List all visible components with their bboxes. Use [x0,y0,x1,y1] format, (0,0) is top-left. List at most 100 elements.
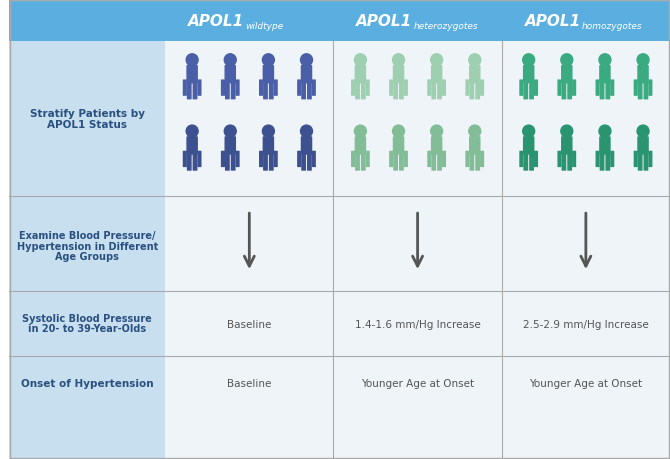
FancyBboxPatch shape [557,151,561,168]
FancyBboxPatch shape [466,80,470,96]
Text: APOL1: APOL1 [356,13,413,28]
FancyBboxPatch shape [198,151,202,168]
FancyBboxPatch shape [404,80,408,96]
FancyBboxPatch shape [596,80,600,96]
FancyBboxPatch shape [567,154,572,171]
FancyBboxPatch shape [361,154,366,171]
FancyBboxPatch shape [230,83,236,100]
FancyBboxPatch shape [475,83,480,100]
Circle shape [263,126,274,138]
FancyBboxPatch shape [225,83,230,100]
FancyBboxPatch shape [572,80,576,96]
FancyBboxPatch shape [470,154,474,171]
FancyBboxPatch shape [263,66,274,84]
FancyBboxPatch shape [519,151,523,168]
Circle shape [637,126,649,138]
FancyBboxPatch shape [637,137,649,155]
Circle shape [599,55,611,67]
FancyBboxPatch shape [567,83,572,100]
Text: homozygotes: homozygotes [582,22,643,30]
FancyBboxPatch shape [186,137,198,155]
FancyBboxPatch shape [361,83,366,100]
FancyBboxPatch shape [221,151,225,168]
FancyBboxPatch shape [224,66,236,84]
FancyBboxPatch shape [301,137,312,155]
FancyBboxPatch shape [389,151,393,168]
FancyBboxPatch shape [221,80,225,96]
FancyBboxPatch shape [366,151,370,168]
FancyBboxPatch shape [389,80,393,96]
Circle shape [523,126,535,138]
FancyBboxPatch shape [561,66,573,84]
Text: Baseline: Baseline [227,379,271,389]
Circle shape [186,126,198,138]
Text: Hypertension in Different: Hypertension in Different [17,241,158,251]
FancyBboxPatch shape [366,80,370,96]
FancyBboxPatch shape [523,137,535,155]
FancyBboxPatch shape [354,137,366,155]
FancyBboxPatch shape [431,137,442,155]
Text: Younger Age at Onset: Younger Age at Onset [361,379,474,389]
FancyBboxPatch shape [351,80,355,96]
FancyBboxPatch shape [644,154,649,171]
FancyBboxPatch shape [596,151,600,168]
Circle shape [393,55,405,67]
FancyBboxPatch shape [599,66,610,84]
Circle shape [469,126,481,138]
FancyBboxPatch shape [225,154,230,171]
FancyBboxPatch shape [193,154,198,171]
FancyBboxPatch shape [534,151,538,168]
Text: 2.5-2.9 mm/Hg Increase: 2.5-2.9 mm/Hg Increase [523,319,649,329]
Text: in 20- to 39-Year-Olds: in 20- to 39-Year-Olds [28,324,146,334]
Circle shape [523,55,535,67]
FancyBboxPatch shape [431,66,442,84]
FancyBboxPatch shape [236,80,240,96]
FancyBboxPatch shape [301,66,312,84]
Text: Baseline: Baseline [227,319,271,329]
FancyBboxPatch shape [529,83,534,100]
FancyBboxPatch shape [572,151,576,168]
FancyBboxPatch shape [529,154,534,171]
FancyBboxPatch shape [393,154,398,171]
FancyBboxPatch shape [193,83,198,100]
Circle shape [354,126,366,138]
FancyBboxPatch shape [302,83,306,100]
FancyBboxPatch shape [523,66,535,84]
FancyBboxPatch shape [606,154,610,171]
FancyBboxPatch shape [561,83,566,100]
FancyBboxPatch shape [259,151,263,168]
FancyBboxPatch shape [523,83,528,100]
FancyBboxPatch shape [519,80,523,96]
FancyBboxPatch shape [393,83,398,100]
FancyBboxPatch shape [183,80,187,96]
FancyBboxPatch shape [561,137,573,155]
FancyBboxPatch shape [399,154,404,171]
FancyBboxPatch shape [427,80,431,96]
FancyBboxPatch shape [263,154,268,171]
Text: APOL1: APOL1 [525,13,581,28]
Circle shape [301,126,312,138]
Text: Examine Blood Pressure/: Examine Blood Pressure/ [19,231,155,241]
Circle shape [637,55,649,67]
FancyBboxPatch shape [399,83,404,100]
FancyBboxPatch shape [269,83,273,100]
FancyBboxPatch shape [600,83,604,100]
Circle shape [469,55,481,67]
Text: Onset of Hypertension: Onset of Hypertension [21,379,153,389]
FancyBboxPatch shape [649,80,653,96]
FancyBboxPatch shape [187,154,192,171]
FancyBboxPatch shape [557,80,561,96]
Circle shape [224,55,237,67]
FancyBboxPatch shape [393,66,404,84]
FancyBboxPatch shape [186,66,198,84]
Text: heterozygotes: heterozygotes [413,22,478,30]
FancyBboxPatch shape [442,80,446,96]
Circle shape [224,126,237,138]
FancyBboxPatch shape [437,83,442,100]
FancyBboxPatch shape [638,154,643,171]
FancyBboxPatch shape [263,83,268,100]
FancyBboxPatch shape [561,154,566,171]
FancyBboxPatch shape [638,83,643,100]
FancyBboxPatch shape [230,154,236,171]
Circle shape [393,126,405,138]
